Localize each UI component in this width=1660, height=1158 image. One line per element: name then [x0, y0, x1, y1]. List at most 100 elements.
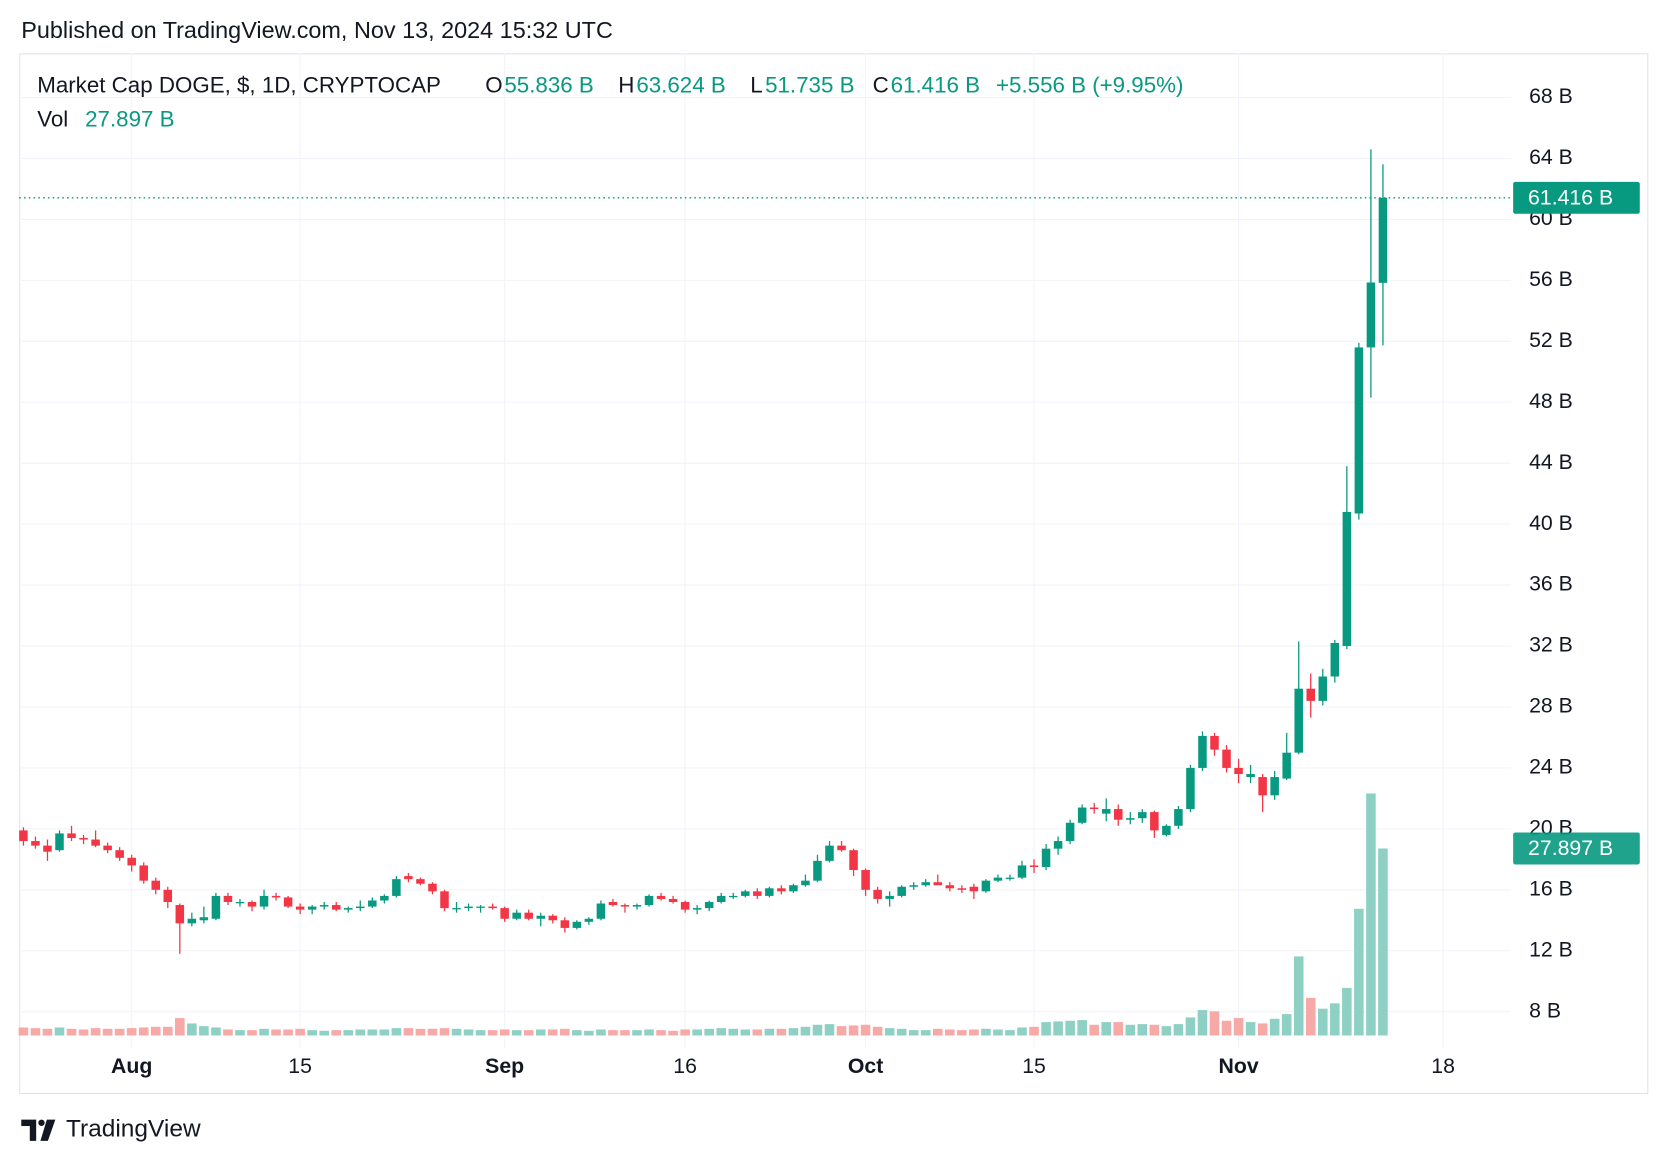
candle-body: [1318, 676, 1328, 701]
candle-body: [1198, 735, 1207, 768]
candle-body: [356, 906, 365, 909]
candle-body: [921, 882, 931, 886]
candle-body: [716, 895, 726, 902]
volume-bar: [776, 1028, 787, 1036]
brand-logo: [21, 1119, 56, 1141]
y-tick-label: 40 B: [1529, 511, 1573, 535]
candle-body: [1294, 688, 1303, 753]
y-tick-label: 16 B: [1529, 876, 1573, 900]
legend-value: 63.624 B: [636, 72, 725, 97]
y-tick-label: 48 B: [1529, 389, 1573, 413]
volume-bar: [1209, 1011, 1220, 1036]
volume-bar: [716, 1028, 727, 1036]
volume-bar: [1173, 1024, 1184, 1036]
volume-bar: [66, 1028, 77, 1036]
volume-bar: [150, 1026, 161, 1036]
candle-body: [175, 905, 185, 924]
y-tick-label: 68 B: [1529, 84, 1573, 108]
candle-body: [283, 897, 293, 907]
candle-body: [307, 906, 317, 910]
candle-body: [981, 880, 991, 892]
y-tick-label: 64 B: [1529, 145, 1573, 169]
candle-body: [187, 918, 197, 924]
candle-body: [1113, 809, 1123, 820]
x-tick-label: 16: [673, 1054, 697, 1078]
candle-body: [1017, 865, 1027, 878]
volume-bar: [1197, 1010, 1208, 1036]
volume-bar: [283, 1029, 293, 1036]
candle-body: [1077, 807, 1087, 823]
volume-bar: [247, 1030, 257, 1036]
x-tick-label: Nov: [1218, 1054, 1258, 1078]
volume-bar: [1029, 1026, 1039, 1036]
volume-bar: [307, 1030, 317, 1036]
candle-body: [331, 905, 341, 910]
volume-bar: [1281, 1014, 1292, 1036]
last-price-box: [1513, 181, 1640, 214]
candle-body: [897, 886, 906, 896]
candle-body: [295, 906, 305, 910]
candle-body: [223, 895, 233, 902]
volume-bar: [90, 1028, 101, 1036]
grid: [19, 53, 1512, 1049]
volume-bar: [872, 1026, 883, 1036]
volume-bar: [572, 1030, 582, 1036]
candle-body: [500, 908, 509, 919]
candle-body: [1330, 642, 1340, 677]
candle-body: [704, 901, 714, 909]
candle-body: [548, 915, 558, 921]
volume-bar: [114, 1028, 125, 1036]
candle-body: [488, 906, 497, 909]
candle-body: [945, 885, 955, 889]
price-labels: 61.416 B 27.897 B: [19, 181, 1640, 865]
candle-body: [728, 895, 738, 898]
volume-bar: [319, 1030, 329, 1036]
candle-body: [1174, 809, 1183, 826]
volume-bar: [403, 1028, 414, 1036]
candle-body: [656, 895, 666, 899]
candle-body: [476, 906, 485, 908]
volume-bar: [969, 1029, 979, 1036]
candle-body: [789, 885, 798, 892]
volume-bar: [427, 1028, 438, 1036]
y-tick-label: 28 B: [1529, 694, 1573, 718]
volume-bar: [1089, 1024, 1099, 1036]
x-tick-label: Sep: [485, 1054, 524, 1078]
candle-body: [1162, 825, 1171, 835]
volume-bar: [1269, 1018, 1280, 1036]
volume-bar: [391, 1028, 402, 1036]
candle-body: [753, 891, 762, 896]
last-volume-box: [1513, 832, 1640, 865]
volume-bar: [415, 1028, 426, 1036]
volume-bar: [812, 1024, 823, 1036]
candle-body: [1041, 848, 1051, 867]
volume-bar: [187, 1023, 197, 1036]
candle-body: [31, 841, 40, 846]
volume-bar: [102, 1028, 113, 1036]
volume-bar: [367, 1029, 378, 1036]
legend-value: 51.735 B: [765, 72, 854, 97]
y-tick-label: 52 B: [1529, 328, 1573, 352]
volume-bar: [680, 1029, 690, 1036]
candle-body: [259, 895, 269, 907]
candle-body: [440, 891, 449, 909]
candle-body: [741, 891, 750, 896]
volume-bar: [271, 1029, 281, 1036]
candle-body: [1053, 841, 1063, 849]
volume-bar: [1113, 1022, 1124, 1036]
candle-body: [849, 850, 858, 871]
candle-body: [620, 905, 630, 907]
volume-bar: [1233, 1018, 1244, 1036]
volume-bar: [199, 1026, 209, 1036]
published-line: Published on TradingView.com, Nov 13, 20…: [21, 17, 613, 43]
candle-body: [584, 918, 594, 922]
candle-body: [127, 857, 136, 866]
volume-bar: [1137, 1024, 1148, 1036]
candle-body: [115, 850, 124, 858]
candle-body: [608, 901, 618, 906]
y-tick-label: 36 B: [1529, 572, 1573, 596]
volume-bar: [1101, 1022, 1112, 1036]
candle-body: [19, 830, 28, 842]
candle-body: [825, 845, 834, 861]
